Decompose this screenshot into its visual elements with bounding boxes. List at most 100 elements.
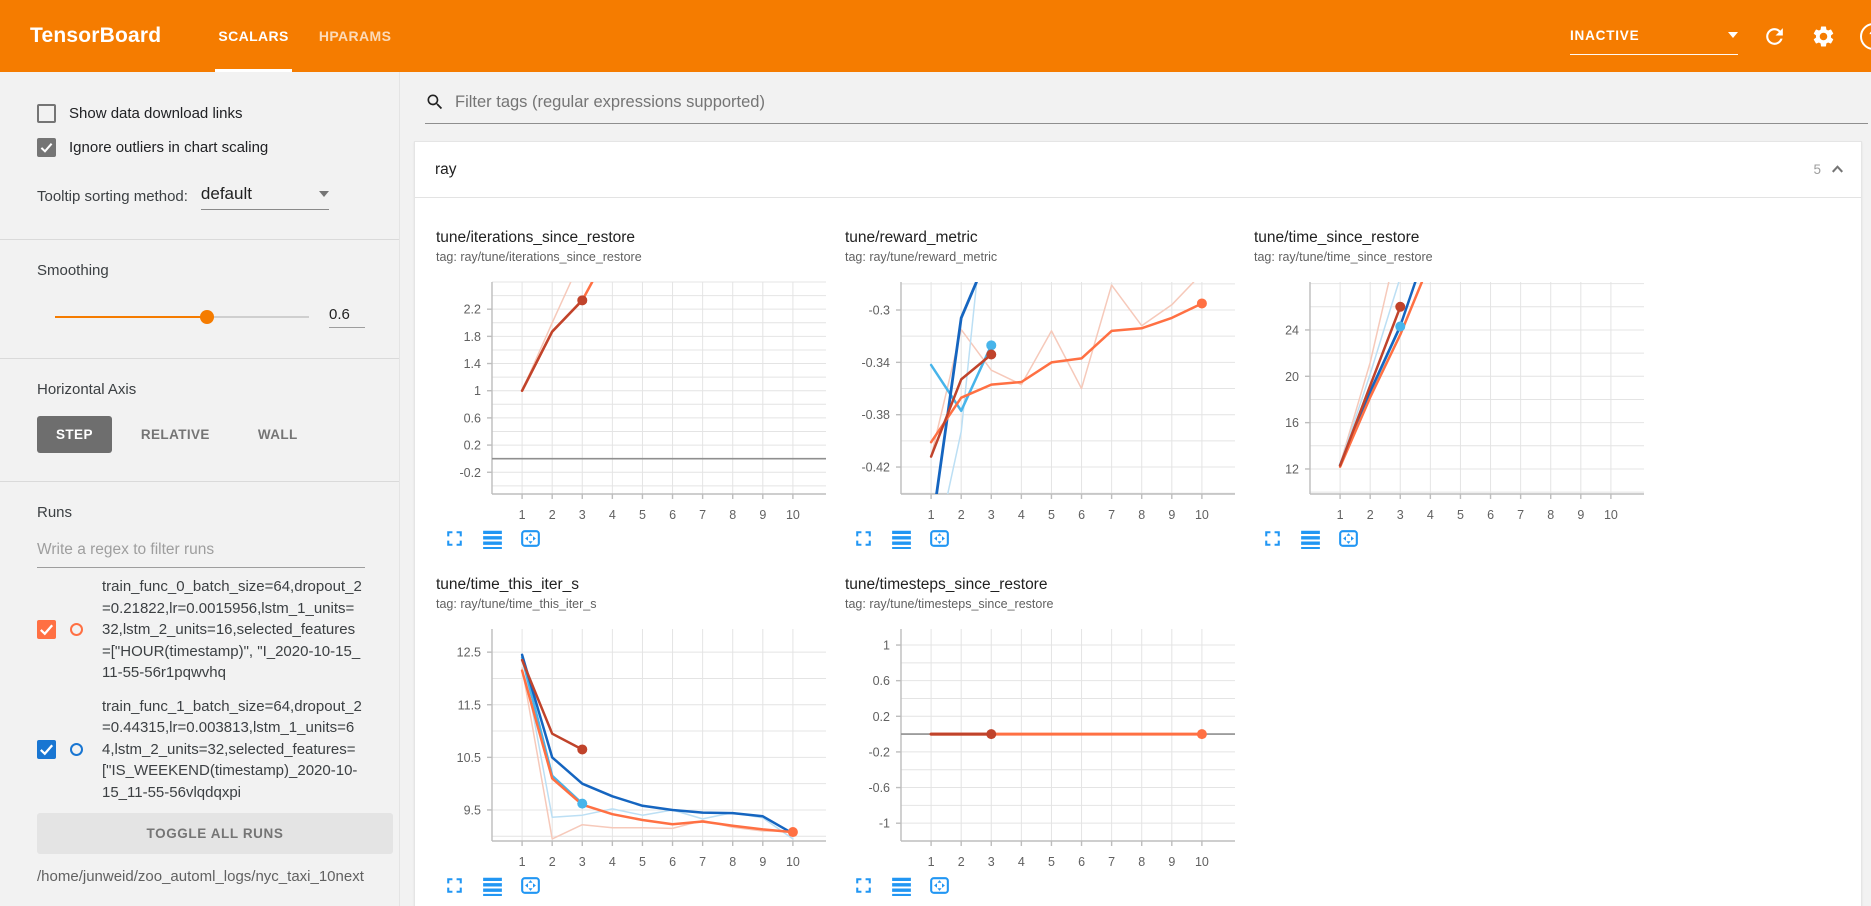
svg-text:9.5: 9.5 (464, 803, 481, 817)
chart-tag: tag: ray/tune/reward_metric (845, 250, 998, 264)
expand-chart-icon[interactable] (442, 873, 467, 898)
svg-text:-0.3: -0.3 (868, 304, 890, 318)
series-run_blue_unsmoothed (946, 282, 978, 494)
run-checkbox[interactable] (37, 739, 56, 759)
svg-text:1: 1 (519, 855, 526, 869)
svg-text:8: 8 (729, 855, 736, 869)
settings-sidebar: Show data download links Ignore outliers… (0, 72, 400, 906)
chevron-up-icon[interactable] (1828, 160, 1847, 179)
series-run_darkred_smoothed (520, 658, 584, 751)
ignore-outliers-checkbox-row[interactable]: Ignore outliers in chart scaling (37, 138, 365, 157)
svg-text:8: 8 (1138, 508, 1145, 522)
svg-text:3: 3 (579, 508, 586, 522)
checkbox-checked[interactable] (37, 138, 56, 157)
checkbox-unchecked[interactable] (37, 104, 56, 123)
run-controls (37, 620, 102, 640)
tooltip-sorting-select[interactable]: default (200, 184, 329, 210)
app-title: TensorBoard (30, 24, 162, 47)
data-table-icon[interactable] (889, 526, 914, 551)
line-chart-plot[interactable]: 12.5 11.5 10.5 9.5 1 2 3 4 5 6 7 8 9 10 (436, 623, 832, 871)
series-run_darkred_smoothed (520, 299, 584, 392)
series-run_darkred_smoothed (929, 353, 993, 458)
data-table-icon[interactable] (480, 526, 505, 551)
chart-title: tune/time_this_iter_s (436, 576, 580, 593)
svg-text:1: 1 (1337, 508, 1344, 522)
show-download-links-checkbox-row[interactable]: Show data download links (37, 104, 365, 123)
svg-text:8: 8 (1138, 855, 1145, 869)
svg-text:8: 8 (729, 508, 736, 522)
axis-button-relative[interactable]: RELATIVE (140, 427, 210, 442)
tab-scalars[interactable]: SCALARS (203, 0, 303, 72)
slider-thumb[interactable] (200, 310, 215, 324)
svg-text:2: 2 (958, 855, 965, 869)
run-isolate-circle[interactable] (70, 623, 83, 637)
help-icon[interactable]: ? (1860, 22, 1871, 50)
svg-text:2: 2 (958, 508, 965, 522)
main-content: ray 5 tune/iterations_since_restore tag: … (401, 72, 1871, 906)
svg-text:1: 1 (883, 639, 890, 653)
fit-domain-icon[interactable] (518, 873, 543, 898)
line-chart-plot[interactable]: 2.2 1.8 1.4 1 0.6 0.2 -0.2 1 2 3 4 5 6 7 8 9 10 (436, 276, 832, 524)
fit-domain-icon[interactable] (927, 526, 952, 551)
chart-tag: tag: ray/tune/iterations_since_restore (436, 250, 642, 264)
run-isolate-circle[interactable] (70, 742, 83, 756)
series-run_blue_smoothed (520, 653, 795, 835)
horizontal-axis-label: Horizontal Axis (37, 381, 137, 398)
series-end-marker (1395, 301, 1406, 312)
category-header[interactable]: ray 5 (415, 142, 1861, 198)
smoothing-label: Smoothing (37, 262, 109, 279)
expand-chart-icon[interactable] (442, 526, 467, 551)
gear-icon[interactable] (1811, 24, 1836, 49)
series-run_darkred_smoothed (1338, 305, 1402, 467)
series-end-marker (986, 729, 997, 740)
fit-domain-icon[interactable] (1336, 526, 1361, 551)
series-end-marker (986, 340, 997, 351)
svg-text:-0.38: -0.38 (862, 408, 891, 422)
chart-tile: tune/iterations_since_restore tag: ray/tu… (436, 228, 832, 551)
line-chart-plot[interactable]: -0.3 -0.34 -0.38 -0.42 1 2 3 4 5 6 7 8 9 10 (845, 276, 1241, 524)
status-dropdown[interactable]: INACTIVE (1570, 28, 1738, 55)
expand-chart-icon[interactable] (1260, 526, 1285, 551)
runs-filter-input[interactable] (37, 535, 365, 568)
svg-text:10: 10 (1195, 855, 1209, 869)
series-run_orange_smoothed (520, 669, 795, 834)
svg-text:1.8: 1.8 (464, 330, 481, 344)
run-name: train_func_0_batch_size=64,dropout_2=0.2… (102, 578, 362, 681)
smoothing-value-field[interactable]: 0.6 (329, 306, 365, 328)
line-chart-plot[interactable]: 1 0.6 0.2 -0.2 -0.6 -1 1 2 3 4 5 6 7 8 9 10 (845, 623, 1241, 871)
run-name: train_func_1_batch_size=64,dropout_2=0.4… (102, 697, 362, 801)
fit-domain-icon[interactable] (518, 526, 543, 551)
svg-text:4: 4 (609, 855, 616, 869)
svg-text:1: 1 (519, 508, 526, 522)
data-table-icon[interactable] (889, 873, 914, 898)
expand-chart-icon[interactable] (851, 526, 876, 551)
data-table-icon[interactable] (1298, 526, 1323, 551)
svg-text:6: 6 (669, 508, 676, 522)
data-table-icon[interactable] (480, 873, 505, 898)
series-end-marker (577, 744, 588, 755)
series-run_blue_smoothed (935, 282, 978, 494)
svg-text:4: 4 (1427, 508, 1434, 522)
refresh-icon[interactable] (1762, 24, 1787, 49)
runs-list[interactable]: train_func_0_batch_size=64,dropout_2=0.2… (37, 576, 365, 809)
series-end-marker (1196, 298, 1207, 309)
tag-filter-input[interactable] (455, 92, 1868, 112)
axis-button-step[interactable]: STEP (37, 416, 112, 453)
horizontal-axis-button-group: STEP RELATIVE WALL (37, 416, 365, 481)
fit-domain-icon[interactable] (927, 873, 952, 898)
run-checkbox[interactable] (37, 620, 56, 640)
svg-text:7: 7 (1517, 508, 1524, 522)
header-actions: INACTIVE ? (1570, 18, 1871, 55)
expand-chart-icon[interactable] (851, 873, 876, 898)
series-end-marker (986, 349, 997, 360)
smoothing-slider[interactable] (55, 310, 309, 324)
tooltip-sorting-value: default (200, 184, 252, 203)
tab-hparams[interactable]: HPARAMS (318, 28, 392, 44)
axis-button-wall[interactable]: WALL (257, 427, 298, 442)
series-end-marker (577, 295, 588, 306)
svg-text:8: 8 (1547, 508, 1554, 522)
svg-text:0.6: 0.6 (464, 411, 481, 425)
series-run_orange_unsmoothed (1339, 282, 1390, 466)
toggle-all-runs-button[interactable]: TOGGLE ALL RUNS (37, 813, 393, 854)
